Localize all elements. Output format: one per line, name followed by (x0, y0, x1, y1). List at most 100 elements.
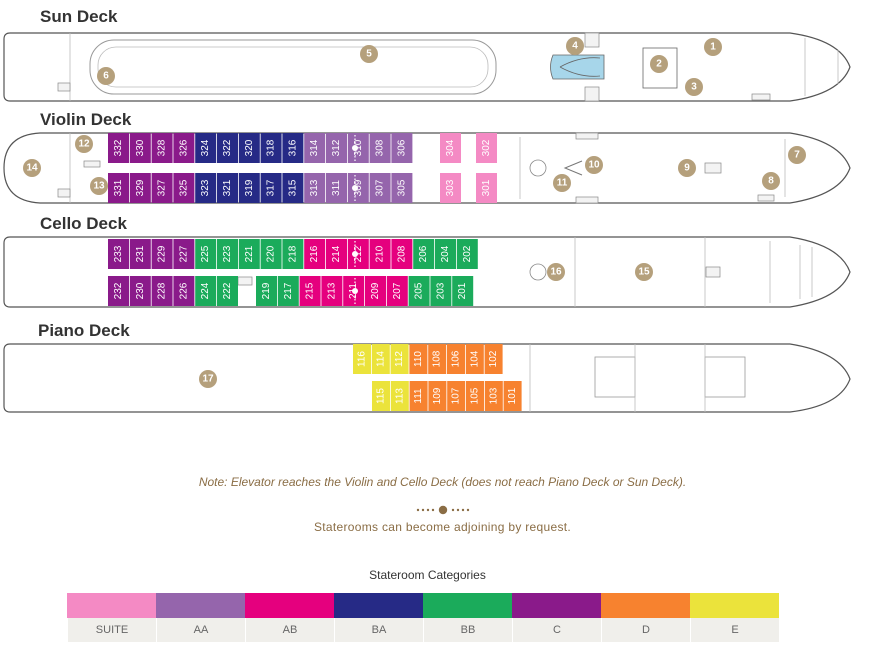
adjoining-dots-icon (0, 503, 885, 521)
stateroom-314 (304, 133, 326, 163)
adjoining-dot-icon (352, 185, 358, 191)
stateroom-307 (369, 173, 391, 203)
adjoining-dot-icon (352, 288, 358, 294)
stateroom-label-224: 224 (200, 282, 211, 299)
location-marker-9 (678, 159, 696, 177)
location-marker-10 (585, 156, 603, 174)
legend-swatch (67, 593, 156, 618)
sun-deck-hull (3, 32, 851, 102)
stateroom-label-104: 104 (469, 350, 480, 367)
stateroom-305 (391, 173, 413, 203)
stateroom-110 (409, 344, 428, 374)
legend-swatch (334, 593, 423, 618)
legend-item-d: D (601, 593, 690, 642)
stateroom-325 (173, 173, 195, 203)
stateroom-226 (173, 276, 195, 306)
stateroom-label-213: 213 (326, 282, 337, 299)
stateroom-label-115: 115 (376, 388, 387, 404)
location-marker-label-17: 17 (202, 374, 214, 385)
legend-swatch (690, 593, 779, 618)
stateroom-109 (428, 381, 447, 411)
stateroom-label-320: 320 (244, 139, 255, 156)
stateroom-label-327: 327 (157, 179, 168, 196)
location-marker-6 (97, 67, 115, 85)
location-marker-12 (75, 135, 93, 153)
category-legend: SUITE AA AB BA BB C D E (67, 593, 779, 642)
location-marker-label-12: 12 (78, 139, 90, 150)
stateroom-label-202: 202 (462, 245, 473, 262)
stateroom-106 (447, 344, 465, 374)
stateroom-221 (238, 239, 260, 269)
stateroom-label-321: 321 (222, 179, 233, 196)
stateroom-label-332: 332 (113, 139, 124, 156)
stateroom-label-331: 331 (113, 179, 124, 196)
stateroom-114 (371, 344, 390, 374)
stateroom-209 (365, 276, 386, 306)
stateroom-220 (260, 239, 282, 269)
legend-item-bb: BB (423, 593, 512, 642)
legend-item-aa: AA (156, 593, 245, 642)
stateroom-label-217: 217 (283, 282, 294, 299)
stateroom-label-116: 116 (357, 351, 368, 367)
stateroom-329 (129, 173, 151, 203)
stateroom-310 (347, 133, 369, 163)
stateroom-208 (391, 239, 413, 269)
stateroom-107 (447, 381, 466, 411)
location-marker-label-14: 14 (26, 163, 38, 174)
stateroom-231 (129, 239, 151, 269)
stateroom-label-233: 233 (113, 245, 124, 262)
stateroom-label-109: 109 (432, 387, 443, 404)
sun-deck-track (89, 39, 497, 95)
stateroom-label-203: 203 (435, 282, 446, 299)
stateroom-label-305: 305 (396, 179, 407, 196)
stateroom-303 (440, 173, 461, 203)
elevator-note: Note: Elevator reaches the Violin and Ce… (198, 475, 687, 489)
stateroom-label-316: 316 (287, 139, 298, 156)
stateroom-312 (326, 133, 347, 163)
stateroom-214 (326, 239, 347, 269)
stateroom-label-205: 205 (414, 282, 425, 299)
legend-label: BA (334, 618, 423, 642)
stateroom-318 (260, 133, 282, 163)
legend-item-ba: BA (334, 593, 423, 642)
stateroom-label-313: 313 (309, 179, 320, 196)
legend-label: BB (423, 618, 512, 642)
cello-deck-plan: 233 231 229 227 225 223 221 220 218 216 214 212 210 2… (3, 236, 851, 308)
stateroom-label-228: 228 (157, 282, 168, 299)
stateroom-label-232: 232 (113, 282, 124, 299)
stateroom-label-218: 218 (287, 245, 298, 262)
stateroom-216 (304, 239, 326, 269)
location-marker-label-1: 1 (710, 42, 716, 53)
stateroom-218 (282, 239, 304, 269)
stateroom-label-210: 210 (375, 245, 386, 262)
stateroom-313 (304, 173, 326, 203)
location-marker-15 (635, 263, 653, 281)
stateroom-label-326: 326 (178, 139, 189, 156)
stateroom-label-222: 222 (222, 282, 233, 299)
stateroom-319 (238, 173, 260, 203)
stateroom-label-219: 219 (261, 282, 272, 299)
location-marker-8 (762, 172, 780, 190)
stateroom-227 (173, 239, 195, 269)
adjoining-dot-icon (352, 251, 358, 257)
stateroom-228 (151, 276, 173, 306)
stateroom-225 (195, 239, 217, 269)
location-marker-label-6: 6 (103, 71, 109, 82)
stateroom-label-101: 101 (507, 387, 518, 404)
stateroom-label-231: 231 (135, 245, 146, 262)
stateroom-309 (347, 173, 369, 203)
location-marker-label-10: 10 (588, 160, 600, 171)
stateroom-label-207: 207 (392, 282, 403, 299)
location-marker-1 (704, 38, 722, 56)
stateroom-label-208: 208 (396, 245, 407, 262)
legend-label: AA (156, 618, 245, 642)
stateroom-label-307: 307 (375, 179, 386, 196)
legend-swatch (156, 593, 245, 618)
stateroom-label-112: 112 (394, 351, 405, 367)
stateroom-111 (409, 381, 428, 411)
stateroom-321 (217, 173, 238, 203)
sun-deck-plan: 1 2 3 4 5 6 (3, 32, 851, 102)
stateroom-label-312: 312 (331, 139, 342, 156)
stateroom-label-105: 105 (470, 387, 481, 404)
stateroom-label-330: 330 (135, 139, 146, 156)
